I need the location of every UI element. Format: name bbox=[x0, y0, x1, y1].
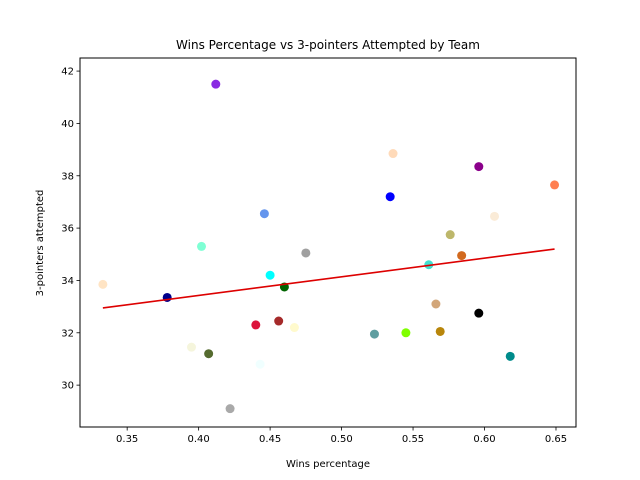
x-tick-label: 0.55 bbox=[402, 434, 424, 445]
scatter-point bbox=[435, 326, 445, 336]
scatter-point bbox=[251, 320, 261, 330]
points-layer bbox=[98, 79, 560, 414]
y-tick-label: 36 bbox=[61, 224, 74, 235]
y-axis-label: 3-pointers attempted bbox=[35, 190, 46, 297]
scatter-point bbox=[388, 149, 398, 159]
plot-frame bbox=[79, 57, 577, 428]
scatter-point bbox=[431, 299, 441, 309]
x-axis-label: Wins percentage bbox=[286, 459, 370, 470]
scatter-point bbox=[301, 248, 311, 258]
scatter-point bbox=[225, 404, 235, 414]
scatter-point bbox=[474, 162, 484, 172]
scatter-point bbox=[186, 342, 196, 352]
x-tick-label: 0.40 bbox=[188, 434, 210, 445]
scatter-point bbox=[211, 79, 221, 89]
scatter-point bbox=[457, 251, 467, 261]
x-tick-label: 0.35 bbox=[116, 434, 138, 445]
trendline bbox=[102, 248, 555, 309]
y-tick-label: 34 bbox=[61, 276, 74, 287]
scatter-point bbox=[98, 279, 108, 289]
scatter-point bbox=[505, 351, 515, 361]
scatter-point bbox=[265, 270, 275, 280]
x-tick-label: 0.50 bbox=[330, 434, 352, 445]
scatter-point bbox=[196, 241, 206, 251]
y-tick-label: 38 bbox=[61, 171, 74, 182]
y-tick-label: 40 bbox=[61, 119, 74, 130]
chart-title: Wins Percentage vs 3-pointers Attempted … bbox=[176, 38, 480, 52]
y-tick-label: 42 bbox=[61, 67, 74, 78]
scatter-point bbox=[289, 323, 299, 333]
trendline-layer bbox=[102, 248, 555, 309]
scatter-point bbox=[385, 192, 395, 202]
scatter-point bbox=[401, 328, 411, 338]
scatter-point bbox=[204, 349, 214, 359]
scatter-point bbox=[445, 230, 455, 240]
x-tick-label: 0.65 bbox=[545, 434, 567, 445]
scatter-point bbox=[369, 329, 379, 339]
x-tick-label: 0.60 bbox=[473, 434, 495, 445]
scatter-point bbox=[474, 308, 484, 318]
scatter-point bbox=[259, 209, 269, 219]
scatter-point bbox=[490, 211, 500, 221]
scatter-point bbox=[274, 316, 284, 326]
x-axis: 0.35 0.40 0.45 0.50 0.55 0.60 0.65 bbox=[116, 427, 567, 445]
scatter-point bbox=[255, 359, 265, 369]
y-tick-label: 30 bbox=[61, 381, 74, 392]
y-axis: 30 32 34 36 38 40 42 bbox=[61, 67, 80, 392]
y-tick-label: 32 bbox=[61, 328, 74, 339]
x-tick-label: 0.45 bbox=[259, 434, 281, 445]
scatter-point bbox=[550, 180, 560, 190]
